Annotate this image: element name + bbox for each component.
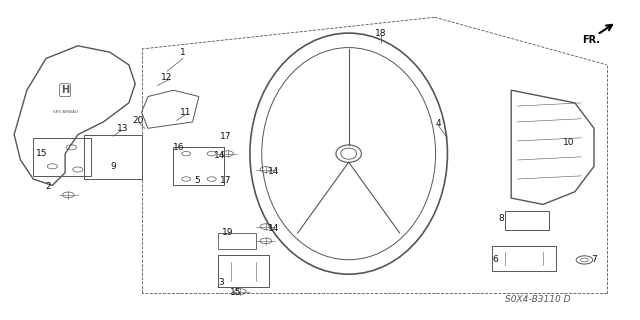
Text: 7: 7 xyxy=(591,255,597,264)
Text: 19: 19 xyxy=(222,228,234,237)
Text: 16: 16 xyxy=(173,143,184,152)
Text: 4: 4 xyxy=(435,119,441,128)
Text: 14: 14 xyxy=(214,151,226,160)
Text: 20: 20 xyxy=(132,116,144,125)
Text: 6: 6 xyxy=(492,255,498,264)
Text: FR.: FR. xyxy=(582,35,600,45)
Text: 14: 14 xyxy=(268,224,280,233)
Text: 17: 17 xyxy=(220,132,232,141)
Text: 2: 2 xyxy=(45,182,51,191)
Text: 11: 11 xyxy=(180,108,192,117)
Text: 13: 13 xyxy=(116,124,128,133)
Text: 15: 15 xyxy=(230,288,241,297)
Text: 12: 12 xyxy=(161,73,173,82)
Text: H: H xyxy=(61,85,69,95)
Text: SRS AIRBAG: SRS AIRBAG xyxy=(52,110,77,115)
Text: 15: 15 xyxy=(36,149,47,158)
Text: S0X4-B3110 D: S0X4-B3110 D xyxy=(505,295,570,304)
Text: 9: 9 xyxy=(110,162,116,171)
Text: 5: 5 xyxy=(195,176,200,185)
Text: 3: 3 xyxy=(218,278,224,287)
Text: 18: 18 xyxy=(376,28,387,38)
Text: 17: 17 xyxy=(220,176,232,185)
Text: 10: 10 xyxy=(563,138,574,147)
Text: 1: 1 xyxy=(180,48,186,57)
Text: 8: 8 xyxy=(499,214,504,223)
Text: 14: 14 xyxy=(268,167,280,176)
